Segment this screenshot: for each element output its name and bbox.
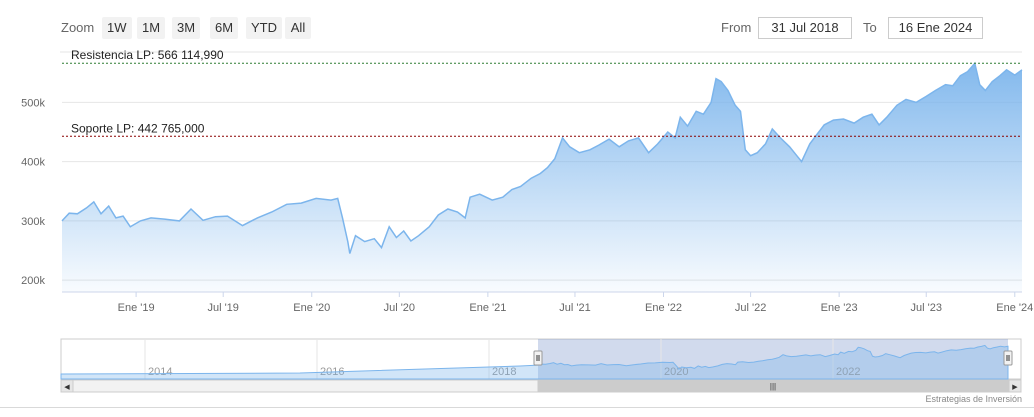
price-line	[61, 61, 1023, 254]
zoom-label: Zoom	[61, 20, 95, 35]
zoom-1m-button[interactable]: 1M	[137, 17, 166, 39]
chart-credit[interactable]: Estrategias de Inversión	[925, 394, 1022, 404]
scroll-left-button[interactable]	[60, 379, 74, 393]
zoom-6m-button[interactable]: 6M	[210, 17, 239, 39]
y-tick-label: 300k	[21, 216, 45, 228]
x-tick-label: Ene '23	[821, 302, 858, 314]
x-tick-label: Jul '22	[735, 302, 766, 314]
x-tick-label: Jul '19	[207, 302, 238, 314]
scroll-right-button[interactable]	[1008, 379, 1022, 393]
x-tick-label: Ene '22	[645, 302, 682, 314]
navigator-year-label: 2018	[492, 366, 516, 378]
x-tick-label: Ene '21	[469, 302, 506, 314]
x-tick-label: Jul '21	[559, 302, 590, 314]
navigator-year-label: 2014	[148, 366, 172, 378]
from-label: From	[721, 20, 752, 35]
zoom-all-button[interactable]: All	[285, 17, 311, 39]
resistance-label: Resistencia LP: 566 114,990	[71, 48, 224, 62]
zoom-3m-button[interactable]: 3M	[172, 17, 201, 39]
x-tick-label: Ene '20	[293, 302, 330, 314]
scrollbar-thumb[interactable]	[537, 379, 1009, 393]
navigator-series	[60, 344, 1009, 380]
y-tick-label: 200k	[21, 275, 45, 287]
navigator-left-handle[interactable]	[533, 350, 543, 366]
x-tick-label: Jul '23	[911, 302, 942, 314]
navigator-year-label: 2022	[836, 366, 860, 378]
from-date-input[interactable]: 31 Jul 2018	[758, 17, 852, 39]
x-tick-label: Jul '20	[384, 302, 415, 314]
zoom-1w-button[interactable]: 1W	[102, 17, 132, 39]
support-label: Soporte LP: 442 765,000	[71, 121, 205, 135]
scrollbar-grip: |||	[770, 382, 776, 391]
x-tick-label: Ene '24	[996, 302, 1033, 314]
navigator-right-handle[interactable]	[1003, 350, 1013, 366]
y-tick-label: 500k	[21, 97, 45, 109]
price-area	[62, 63, 1022, 292]
to-label: To	[863, 20, 877, 35]
y-tick-label: 400k	[21, 157, 45, 169]
scroll-left-arrow-icon: ◀	[64, 383, 70, 391]
to-date-input[interactable]: 16 Ene 2024	[888, 17, 983, 39]
scroll-right-arrow-icon: ▶	[1012, 383, 1018, 391]
bottom-divider	[0, 407, 1034, 408]
range-selector-toolbar: Zoom 1W 1M 3M 6M YTD All From 31 Jul 201…	[0, 0, 1034, 52]
x-tick-label: Ene '19	[118, 302, 155, 314]
navigator-year-label: 2020	[664, 366, 688, 378]
zoom-ytd-button[interactable]: YTD	[246, 17, 282, 39]
